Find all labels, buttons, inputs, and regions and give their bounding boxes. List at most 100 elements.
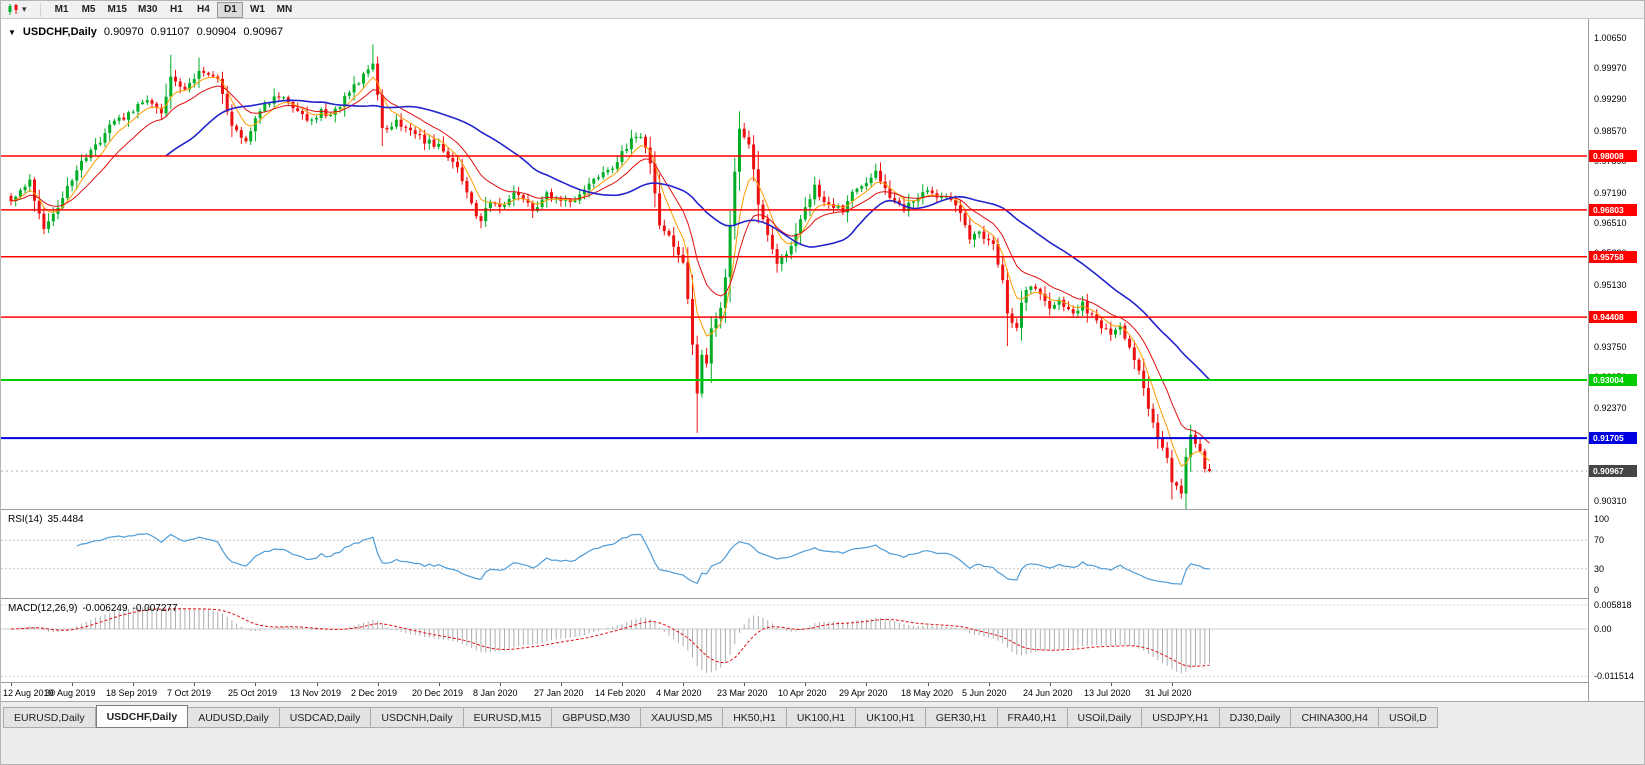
- price-level-badge: 0.91705: [1589, 432, 1637, 444]
- date-tick: [194, 683, 195, 686]
- date-tick: [683, 683, 684, 686]
- ohlc-low-value: 0.90904: [196, 26, 237, 38]
- date-axis-label: 12 Aug 2019: [3, 688, 54, 698]
- timeframe-button-m15[interactable]: M15: [103, 2, 132, 18]
- timeframe-button-h4[interactable]: H4: [190, 2, 216, 18]
- tab-xauusd-m5[interactable]: XAUUSD,M5: [640, 707, 724, 728]
- tab-hk50-h1[interactable]: HK50,H1: [723, 707, 787, 728]
- date-axis-label: 5 Jun 2020: [962, 688, 1007, 698]
- timeframe-button-mn[interactable]: MN: [271, 2, 297, 18]
- date-axis-label: 20 Dec 2019: [412, 688, 464, 698]
- tab-usoil-daily[interactable]: USOil,Daily: [1067, 707, 1143, 728]
- tab-dj30-daily[interactable]: DJ30,Daily: [1219, 707, 1292, 728]
- date-tick: [133, 683, 134, 686]
- date-tick: [500, 683, 501, 686]
- ma-mid-line: [10, 85, 1210, 444]
- price-level-badge: 0.98008: [1589, 150, 1637, 162]
- ohlc-high-value: 0.91107: [150, 26, 190, 38]
- timeframe-button-m30[interactable]: M30: [133, 2, 162, 18]
- price-axis-label: 0.98570: [1594, 126, 1627, 136]
- macd-axis-label: 0.005818: [1594, 600, 1632, 610]
- tab-usoil-d[interactable]: USOil,D: [1378, 707, 1438, 728]
- panel-separator[interactable]: [1, 598, 1644, 599]
- date-axis-label: 31 Jul 2020: [1145, 688, 1192, 698]
- date-tick: [255, 683, 256, 686]
- chart-type-dropdown-caret-icon[interactable]: ▾: [22, 4, 27, 14]
- tab-eurusd-daily[interactable]: EURUSD,Daily: [3, 707, 96, 728]
- date-tick: [439, 683, 440, 686]
- tab-ger30-h1[interactable]: GER30,H1: [925, 707, 998, 728]
- timeframe-button-h1[interactable]: H1: [163, 2, 189, 18]
- price-level-badge: 0.96803: [1589, 204, 1637, 216]
- date-axis-label: 2 Dec 2019: [351, 688, 398, 698]
- ohlc-open-value: 0.90970: [103, 26, 144, 38]
- date-axis-label: 7 Oct 2019: [167, 688, 212, 698]
- rsi-name: RSI(14): [8, 514, 43, 525]
- rsi-axis-label: 70: [1594, 535, 1605, 545]
- timeframe-button-d1[interactable]: D1: [217, 1, 244, 18]
- macd-histogram: [15, 607, 1210, 674]
- main-chart-plot[interactable]: [1, 19, 1588, 509]
- tab-china300-h4[interactable]: CHINA300,H4: [1291, 707, 1379, 728]
- tab-eurusd-m15[interactable]: EURUSD,M15: [463, 707, 553, 728]
- rsi-axis-label: 0: [1594, 585, 1600, 595]
- rsi-plot[interactable]: [1, 511, 1588, 598]
- timeframe-button-m5[interactable]: M5: [76, 2, 102, 18]
- collapse-triangle-icon[interactable]: ▼: [8, 27, 16, 37]
- macd-main-value: -0.006249: [82, 603, 128, 614]
- rsi-label: RSI(14) 35.4484: [8, 514, 84, 525]
- price-axis-label: 0.99970: [1594, 63, 1627, 73]
- date-tick: [928, 683, 929, 686]
- date-tick: [1050, 683, 1051, 686]
- date-tick: [989, 683, 990, 686]
- date-tick: [317, 683, 318, 686]
- price-level-badge: 0.95758: [1589, 251, 1637, 263]
- tab-usdchf-daily[interactable]: USDCHF,Daily: [95, 705, 189, 728]
- rsi-axis-label: 100: [1594, 514, 1610, 524]
- tab-usdjpy-h1[interactable]: USDJPY,H1: [1142, 707, 1220, 728]
- tab-usdcad-daily[interactable]: USDCAD,Daily: [279, 707, 372, 728]
- date-axis-label: 8 Jan 2020: [473, 688, 518, 698]
- date-axis-label: 23 Mar 2020: [717, 688, 768, 698]
- price-axis-label: 1.00650: [1594, 33, 1627, 43]
- tab-fra40-h1[interactable]: FRA40,H1: [997, 707, 1068, 728]
- candlestick-series: [9, 44, 1211, 509]
- date-tick: [11, 683, 12, 686]
- macd-label: MACD(12,26,9) -0.006249 -0.007277: [8, 603, 178, 614]
- tab-uk100-h1[interactable]: UK100,H1: [856, 707, 926, 728]
- panel-separator[interactable]: [1, 509, 1644, 510]
- price-axis-label: 0.93750: [1594, 342, 1627, 352]
- date-axis-label: 30 Aug 2019: [45, 688, 96, 698]
- tab-audusd-daily[interactable]: AUDUSD,Daily: [188, 707, 280, 728]
- chart-tab-bar: EURUSD,Daily USDCHF,Daily AUDUSD,Daily USDC…: [1, 701, 1644, 764]
- timeframe-button-group: M1 M5 M15 M30 H1 H4 D1 W1 MN: [49, 1, 298, 18]
- timeframe-button-m1[interactable]: M1: [49, 2, 75, 18]
- ma-fast-line: [10, 76, 1210, 467]
- macd-axis-label: 0.00: [1594, 624, 1612, 634]
- date-axis-label: 18 Sep 2019: [106, 688, 158, 698]
- candlestick-chart-icon[interactable]: [6, 3, 20, 16]
- macd-plot[interactable]: [1, 600, 1588, 682]
- macd-signal-line: [10, 608, 1210, 667]
- rsi-value: 35.4484: [47, 514, 84, 525]
- price-axis-label: 0.96510: [1594, 218, 1627, 228]
- date-tick: [622, 683, 623, 686]
- date-axis-label: 10 Apr 2020: [778, 688, 827, 698]
- tab-uk100-h1[interactable]: UK100,H1: [786, 707, 857, 728]
- timeframe-button-w1[interactable]: W1: [244, 2, 270, 18]
- current-price-badge: 0.90967: [1589, 465, 1637, 477]
- date-tick: [1172, 683, 1173, 686]
- rsi-line: [76, 533, 1210, 585]
- ma-slow-line: [165, 99, 1211, 381]
- date-tick: [744, 683, 745, 686]
- macd-signal-value: -0.007277: [132, 603, 178, 614]
- tab-usdcnh-daily[interactable]: USDCNH,Daily: [371, 707, 464, 728]
- date-axis-label: 13 Jul 2020: [1084, 688, 1131, 698]
- ohlc-close-value: 0.90967: [243, 26, 284, 38]
- price-axis-label: 0.99290: [1594, 94, 1627, 104]
- price-level-badge: 0.94408: [1589, 311, 1637, 323]
- tab-gbpusd-m30[interactable]: GBPUSD,M30: [552, 707, 641, 728]
- price-axis-label: 0.97190: [1594, 188, 1627, 198]
- chart-title: ▼ USDCHF,Daily 0.90970 0.91107 0.90904 0…: [8, 26, 283, 38]
- price-axis-label: 0.95130: [1594, 280, 1627, 290]
